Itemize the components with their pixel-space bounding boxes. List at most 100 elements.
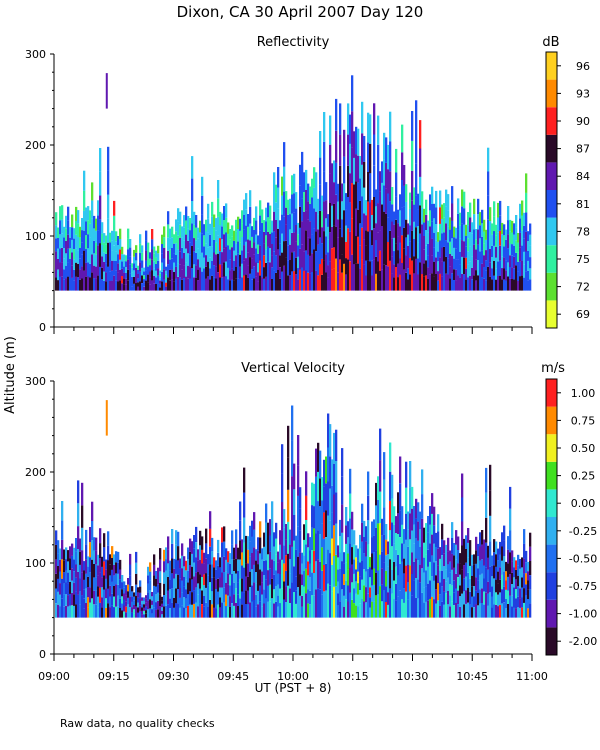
data-column-segment xyxy=(405,461,408,488)
data-column-segment xyxy=(363,537,366,554)
data-column-segment xyxy=(321,523,324,548)
data-column-segment xyxy=(163,226,166,238)
data-column-segment xyxy=(205,255,208,267)
data-column-segment xyxy=(509,231,512,244)
data-column-segment xyxy=(511,606,514,618)
data-column-segment xyxy=(181,555,184,569)
data-column-segment xyxy=(483,565,486,579)
data-column-segment xyxy=(355,181,358,209)
data-column-segment xyxy=(95,266,98,279)
data-column-segment xyxy=(379,191,382,211)
data-column-segment xyxy=(507,590,510,604)
data-column-segment xyxy=(267,275,270,291)
data-column-segment xyxy=(257,550,260,565)
data-column-segment xyxy=(255,572,258,584)
data-column-segment xyxy=(431,256,434,274)
data-column-segment xyxy=(87,576,90,587)
data-column-segment xyxy=(421,257,424,275)
data-column-segment xyxy=(123,254,126,261)
data-column-segment xyxy=(137,607,140,613)
data-column-segment xyxy=(369,587,372,598)
data-column-segment xyxy=(195,278,198,291)
data-column-segment xyxy=(343,595,346,607)
data-column-segment xyxy=(109,261,112,272)
data-column-segment xyxy=(323,171,326,202)
data-column-segment xyxy=(57,578,60,592)
data-column-segment xyxy=(235,231,238,244)
data-column-segment xyxy=(191,178,194,201)
data-column-segment xyxy=(521,230,524,246)
data-column-segment xyxy=(271,520,274,540)
data-column-segment xyxy=(223,587,226,603)
data-column-segment xyxy=(489,541,492,567)
data-column-segment xyxy=(149,284,152,291)
data-column-segment xyxy=(511,561,514,573)
data-column-segment xyxy=(489,515,492,542)
data-column-segment xyxy=(263,546,266,561)
data-column-segment xyxy=(191,268,194,291)
data-column-segment xyxy=(83,250,86,271)
data-column-segment xyxy=(303,251,306,271)
data-column-segment xyxy=(475,536,478,551)
data-column-segment xyxy=(257,564,260,578)
data-column-segment xyxy=(391,570,394,594)
data-column-segment xyxy=(505,239,508,250)
data-column-segment xyxy=(107,574,110,589)
data-column-segment xyxy=(75,276,78,291)
data-column-segment xyxy=(273,546,276,561)
data-column-segment xyxy=(487,195,490,220)
data-column-segment xyxy=(177,249,180,264)
data-column-segment xyxy=(375,240,378,257)
data-column-segment xyxy=(405,201,408,220)
data-column-segment xyxy=(183,556,186,567)
data-column-segment xyxy=(99,572,102,588)
data-column-segment xyxy=(393,599,396,618)
data-column-segment xyxy=(403,543,406,559)
data-column-segment xyxy=(495,224,498,236)
data-column-segment xyxy=(159,571,162,583)
data-column-segment xyxy=(59,248,62,263)
data-column-segment xyxy=(323,565,326,592)
data-column-segment xyxy=(331,485,334,513)
data-column-segment xyxy=(463,604,466,618)
data-column-segment xyxy=(407,245,410,257)
isolated-echo xyxy=(105,73,108,109)
data-column-segment xyxy=(259,230,262,246)
data-column-segment xyxy=(233,547,236,560)
data-column-segment xyxy=(299,595,302,618)
data-column-segment xyxy=(439,190,442,208)
data-column-segment xyxy=(345,543,348,563)
data-column-segment xyxy=(167,277,170,291)
data-column-segment xyxy=(137,597,140,603)
data-column-segment xyxy=(285,224,288,241)
data-column-segment xyxy=(335,130,338,163)
data-column-segment xyxy=(91,579,94,599)
data-column-segment xyxy=(155,609,158,618)
data-column-segment xyxy=(341,561,344,590)
data-column-segment xyxy=(409,225,412,242)
data-column-segment xyxy=(333,556,336,587)
data-column-segment xyxy=(253,230,256,243)
data-column-segment xyxy=(511,232,514,245)
data-column-segment xyxy=(147,583,150,593)
data-column-segment xyxy=(373,134,376,166)
data-column-segment xyxy=(191,201,194,224)
data-column-segment xyxy=(325,537,328,564)
data-column-segment xyxy=(493,245,496,261)
data-column-segment xyxy=(403,165,406,186)
data-column-segment xyxy=(199,545,202,560)
data-column-segment xyxy=(499,605,502,618)
data-column-segment xyxy=(101,607,104,618)
data-column-segment xyxy=(81,266,84,279)
data-column-segment xyxy=(305,495,308,520)
data-column-segment xyxy=(253,254,256,267)
data-column-segment xyxy=(83,561,86,571)
data-column-segment xyxy=(319,157,322,185)
data-column-segment xyxy=(325,254,328,273)
data-column-segment xyxy=(443,553,446,567)
data-column-segment xyxy=(195,602,198,618)
data-column-segment xyxy=(161,272,164,282)
data-column-segment xyxy=(87,248,90,263)
